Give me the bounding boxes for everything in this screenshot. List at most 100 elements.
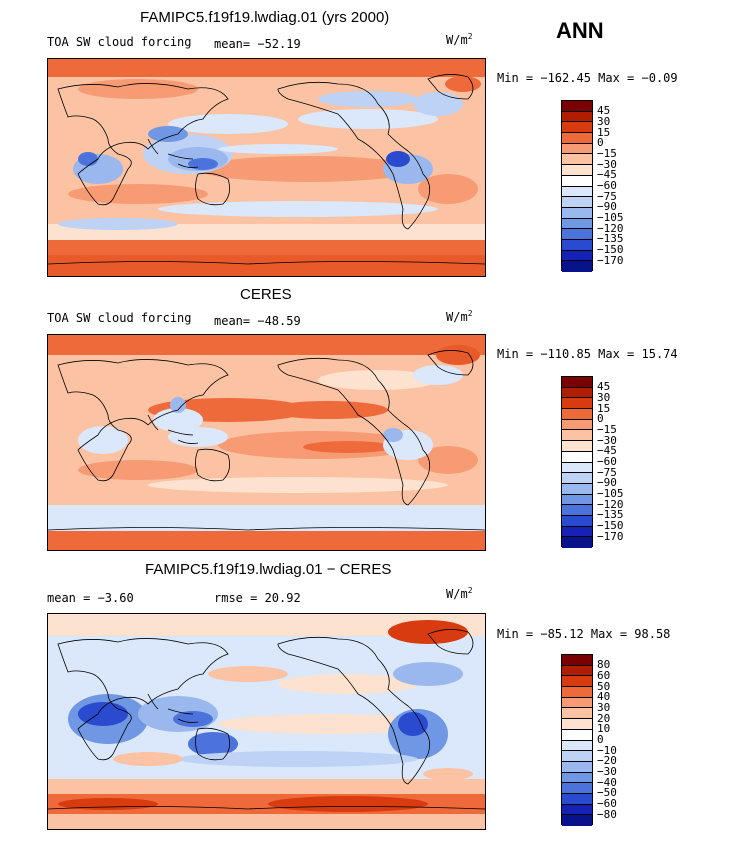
colorbar-tick-label: −30 bbox=[597, 765, 617, 778]
colorbar-swatch bbox=[562, 197, 592, 208]
colorbar-tick-label: −60 bbox=[597, 179, 617, 192]
colorbar-tick-label: 10 bbox=[597, 722, 611, 735]
colorbar-swatch bbox=[562, 111, 592, 123]
colorbar-tick-label: −105 bbox=[597, 211, 624, 224]
colorbar-swatch bbox=[562, 804, 592, 816]
colorbar-tick-label: 30 bbox=[597, 115, 611, 128]
map-plot bbox=[47, 58, 486, 277]
colorbar-tick-label: 60 bbox=[597, 669, 611, 682]
colorbar-tick-label: −90 bbox=[597, 200, 617, 213]
colorbar-tick-label: 30 bbox=[597, 701, 611, 714]
colorbar-swatch bbox=[562, 772, 592, 784]
colorbar-tick-label: 50 bbox=[597, 680, 611, 693]
colorbar-tick-label: −75 bbox=[597, 190, 617, 203]
colorbar-tick-label: −15 bbox=[597, 423, 617, 436]
colorbar-swatch bbox=[562, 515, 592, 527]
colorbar-tick-label: −80 bbox=[597, 808, 617, 821]
colorbar-swatch bbox=[562, 761, 592, 773]
units-label: W/m2 bbox=[446, 309, 473, 324]
colorbar-tick-label: 40 bbox=[597, 690, 611, 703]
colorbar-tick-label: −120 bbox=[597, 498, 624, 511]
colorbar-swatch bbox=[562, 526, 592, 538]
mean-label: mean = −3.60 bbox=[47, 591, 134, 605]
colorbar-tick-label: −45 bbox=[597, 444, 617, 457]
colorbar-tick-label: −50 bbox=[597, 786, 617, 799]
colorbar-swatch bbox=[562, 218, 592, 230]
colorbar-swatch bbox=[562, 719, 592, 730]
colorbar-tick-label: −170 bbox=[597, 530, 624, 543]
colorbar-tick-label: 30 bbox=[597, 391, 611, 404]
colorbar-swatch bbox=[562, 377, 592, 388]
colorbar-swatch bbox=[562, 133, 592, 144]
colorbar-swatch bbox=[562, 655, 592, 666]
colorbar-swatch bbox=[562, 154, 592, 166]
colorbar-tick-label: −135 bbox=[597, 508, 624, 521]
map-plot bbox=[47, 334, 486, 551]
panel-title: FAMIPC5.f19f19.lwdiag.01 − CERES bbox=[145, 561, 392, 578]
colorbar-swatch bbox=[562, 419, 592, 431]
colorbar-swatch bbox=[562, 261, 592, 272]
colorbar-swatch bbox=[562, 483, 592, 495]
minmax-label: Min = −110.85 Max = 15.74 bbox=[497, 347, 678, 361]
colorbar-swatch bbox=[562, 409, 592, 420]
colorbar-tick-label: −30 bbox=[597, 158, 617, 171]
colorbar-tick-label: 15 bbox=[597, 402, 611, 415]
rmse-label: rmse = 20.92 bbox=[214, 591, 301, 605]
colorbar-swatch bbox=[562, 462, 592, 474]
colorbar bbox=[561, 654, 593, 826]
colorbar-tick-label: −75 bbox=[597, 466, 617, 479]
colorbar-swatch bbox=[562, 229, 592, 240]
colorbar-tick-label: −135 bbox=[597, 232, 624, 245]
colorbar-tick-label: −45 bbox=[597, 168, 617, 181]
colorbar-swatch bbox=[562, 697, 592, 709]
colorbar-swatch bbox=[562, 687, 592, 698]
colorbar-tick-label: −105 bbox=[597, 487, 624, 500]
season-label: ANN bbox=[556, 18, 604, 43]
colorbar-tick-label: 0 bbox=[597, 733, 604, 746]
colorbar-swatch bbox=[562, 729, 592, 741]
colorbar-labels: 45 30 15 0 −15 −30 −45 −60 −75 −90 −105 … bbox=[597, 100, 657, 271]
colorbar-tick-label: −30 bbox=[597, 434, 617, 447]
colorbar-swatch bbox=[562, 665, 592, 677]
colorbar bbox=[561, 376, 593, 548]
colorbar-swatch bbox=[562, 122, 592, 134]
colorbar-tick-label: 20 bbox=[597, 712, 611, 725]
colorbar-swatch bbox=[562, 676, 592, 688]
colorbar-swatch bbox=[562, 441, 592, 452]
colorbar-swatch bbox=[562, 175, 592, 187]
colorbar bbox=[561, 100, 593, 272]
panel-title: FAMIPC5.f19f19.lwdiag.01 (yrs 2000) bbox=[140, 9, 390, 26]
colorbar-swatch bbox=[562, 165, 592, 176]
colorbar-tick-label: −60 bbox=[597, 797, 617, 810]
colorbar-swatch bbox=[562, 250, 592, 262]
panel-title: CERES bbox=[240, 286, 292, 303]
colorbar-swatch bbox=[562, 430, 592, 442]
colorbar-swatch bbox=[562, 239, 592, 251]
colorbar-tick-label: 0 bbox=[597, 412, 604, 425]
colorbar-tick-label: −15 bbox=[597, 147, 617, 160]
colorbar-swatch bbox=[562, 207, 592, 219]
colorbar-swatch bbox=[562, 708, 592, 720]
colorbar-tick-label: −60 bbox=[597, 455, 617, 468]
colorbar-swatch bbox=[562, 387, 592, 399]
colorbar-tick-label: 45 bbox=[597, 104, 611, 117]
mean-label: mean= −52.19 bbox=[214, 37, 301, 51]
colorbar-swatch bbox=[562, 505, 592, 516]
colorbar-tick-label: 45 bbox=[597, 380, 611, 393]
colorbar-swatch bbox=[562, 783, 592, 794]
colorbar-swatch bbox=[562, 537, 592, 548]
colorbar-tick-label: 0 bbox=[597, 136, 604, 149]
map-plot bbox=[47, 613, 486, 830]
field-label: TOA SW cloud forcing bbox=[47, 311, 192, 325]
colorbar-swatch bbox=[562, 451, 592, 463]
colorbar-swatch bbox=[562, 740, 592, 752]
colorbar-swatch bbox=[562, 793, 592, 805]
colorbar-swatch bbox=[562, 143, 592, 155]
colorbar-swatch bbox=[562, 398, 592, 410]
colorbar-tick-label: −10 bbox=[597, 744, 617, 757]
colorbar-tick-label: −150 bbox=[597, 243, 624, 256]
minmax-label: Min = −85.12 Max = 98.58 bbox=[497, 627, 671, 641]
colorbar-swatch bbox=[562, 101, 592, 112]
colorbar-tick-label: 15 bbox=[597, 126, 611, 139]
colorbar-swatch bbox=[562, 186, 592, 198]
